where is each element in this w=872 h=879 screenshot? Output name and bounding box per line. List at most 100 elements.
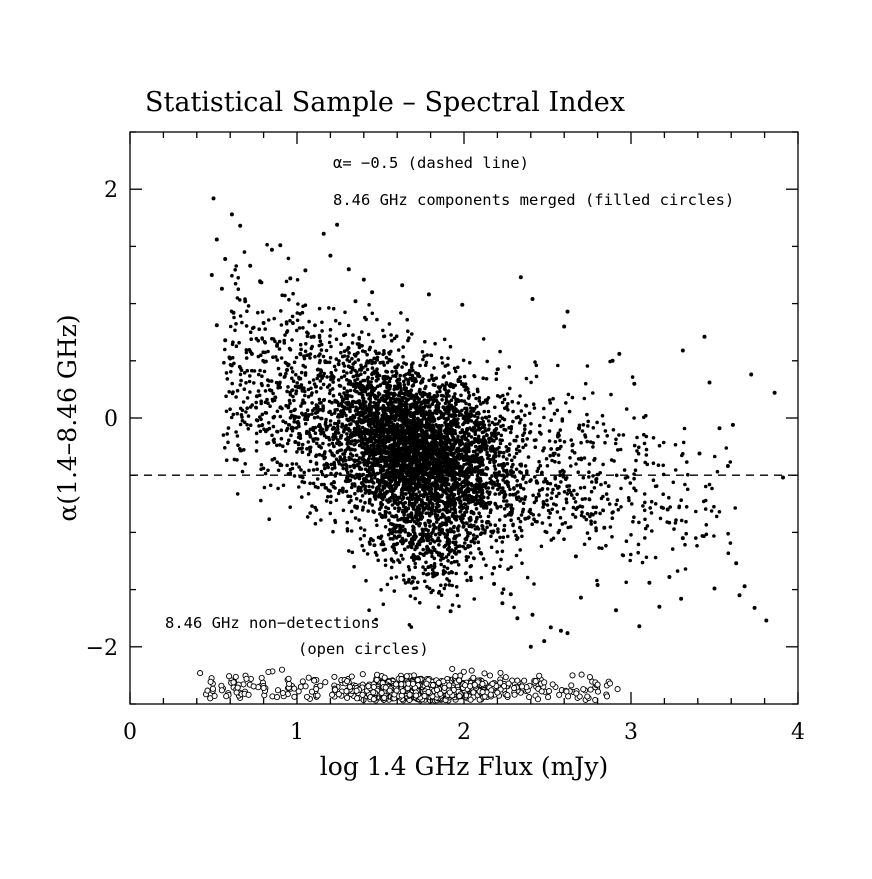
cloud-point [428,412,433,417]
cloud-point [470,457,475,462]
cloud-point [413,410,418,415]
cloud-point [300,450,305,455]
cloud-point [341,488,345,493]
cloud-point [323,422,328,427]
cloud-point [521,501,526,506]
cloud-point [259,463,264,467]
cloud-point [401,446,405,451]
cloud-point [353,491,357,496]
cloud-point [336,491,341,496]
cloud-point [661,492,665,497]
cloud-point [362,460,366,465]
cloud-point [444,555,449,559]
cloud-point [529,380,533,385]
cloud-point [582,456,587,460]
cloud-point [551,502,556,506]
cloud-point [644,434,649,439]
cloud-point [311,468,316,472]
cloud-point [404,424,409,428]
cloud-point [400,365,404,369]
cloud-point [484,563,488,568]
cloud-point [573,515,578,519]
cloud-point [228,407,232,412]
cloud-point [421,408,425,413]
cloud-point [410,402,415,406]
cloud-point [502,507,507,511]
cloud-point [398,373,403,378]
cloud-point [562,537,566,541]
cloud-point [401,438,406,443]
cloud-point [494,436,499,441]
cloud-point [550,491,554,495]
cloud-point [560,417,565,421]
cloud-point [392,468,396,473]
cloud-point [349,433,354,437]
cloud-point [392,452,396,457]
cloud-point [319,386,323,390]
cloud-point [477,547,481,551]
cloud-point [261,358,265,363]
cloud-point [366,509,371,513]
cloud-point [478,514,483,519]
cloud-point [510,458,514,463]
cloud-point [371,481,376,485]
cloud-point [338,457,343,462]
cloud-point [474,411,479,416]
cloud-point [323,466,327,471]
cloud-point [334,430,338,435]
cloud-point [685,487,690,492]
cloud-point [587,497,592,502]
cloud-point [348,388,353,393]
cloud-point [587,462,592,466]
cloud-point [498,441,503,446]
cloud-point [430,567,435,572]
cloud-point [328,511,333,516]
cloud-point [533,519,538,524]
cloud-point [353,408,358,413]
cloud-point [310,504,314,508]
cloud-point [675,569,680,573]
cloud-point [349,485,354,490]
cloud-point [434,448,438,453]
cloud-point [579,457,584,462]
cloud-point [498,414,503,419]
cloud-point [367,484,371,489]
cloud-point [385,436,389,441]
cloud-point [498,564,502,568]
cloud-point [444,381,449,385]
cloud-point [407,568,412,572]
cloud-point [517,449,522,453]
cloud-point [294,415,299,419]
cloud-point [341,466,346,471]
cloud-point [356,412,360,416]
cloud-point [642,441,647,446]
cloud-point [363,435,367,439]
cloud-point [289,433,293,438]
cloud-point [506,484,511,489]
cloud-point [308,511,312,515]
cloud-point [446,559,450,563]
cloud-point [451,476,456,481]
cloud-point [585,512,590,516]
cloud-point [437,423,442,428]
cloud-point [501,486,505,490]
cloud-point [336,378,341,382]
cloud-point [275,460,280,465]
cloud-point [333,421,337,426]
cloud-point [695,544,699,548]
cloud-point [224,371,229,375]
cloud-point [434,376,439,381]
cloud-point [557,460,561,465]
cloud-point [632,515,636,519]
cloud-point [454,424,459,429]
cloud-point [360,425,365,430]
cloud-point [508,442,512,446]
cloud-point [326,488,331,493]
cloud-point [436,416,441,421]
cloud-point [684,505,689,509]
cloud-point [571,512,575,517]
cloud-point [462,374,467,379]
cloud-point [308,459,313,464]
cloud-point [436,433,440,438]
cloud-point [413,596,418,601]
